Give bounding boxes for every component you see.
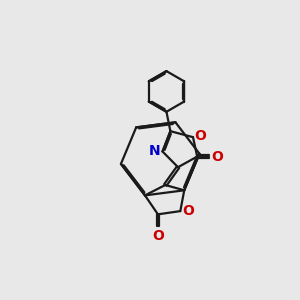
Text: O: O — [211, 150, 223, 164]
Text: N: N — [149, 144, 161, 158]
Text: O: O — [182, 204, 194, 218]
Text: O: O — [195, 130, 206, 143]
Text: O: O — [152, 229, 164, 243]
